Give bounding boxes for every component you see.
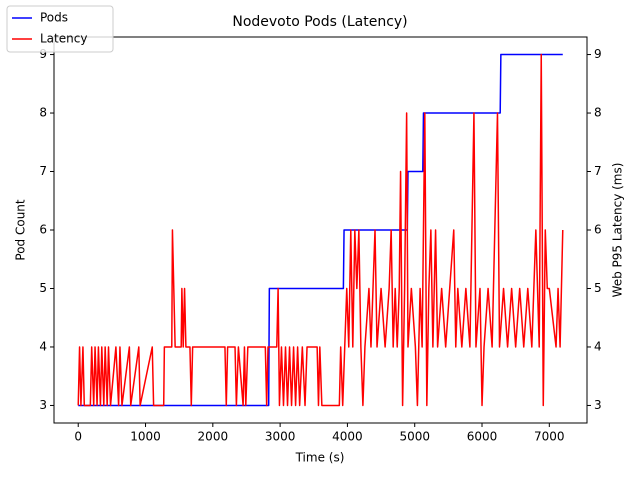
x-tick-label: 6000 xyxy=(467,430,498,444)
x-axis-label: Time (s) xyxy=(295,451,345,465)
x-tick-label: 4000 xyxy=(332,430,363,444)
x-tick-label: 2000 xyxy=(198,430,229,444)
chart-title: Nodevoto Pods (Latency) xyxy=(232,14,407,30)
y-tick-label: 3 xyxy=(39,398,47,412)
y-tick-label: 9 xyxy=(39,47,47,61)
y2-tick-label: 8 xyxy=(594,106,602,120)
y2-tick-label: 7 xyxy=(594,164,602,178)
series-line xyxy=(77,53,564,407)
y2-tick-label: 9 xyxy=(594,47,602,61)
legend-box xyxy=(6,5,114,53)
y-tick-label: 5 xyxy=(39,281,47,295)
legend-label: Pods xyxy=(40,11,68,25)
legend-label: Latency xyxy=(40,32,87,46)
y2-tick-label: 6 xyxy=(594,223,602,237)
y2-tick-label: 4 xyxy=(594,339,602,353)
y-tick-label: 8 xyxy=(39,106,47,120)
x-tick-label: 3000 xyxy=(265,430,296,444)
x-tick-label: 5000 xyxy=(399,430,430,444)
plot-frame xyxy=(53,36,588,424)
y-tick-label: 4 xyxy=(39,339,47,353)
x-tick-label: 0 xyxy=(74,430,82,444)
x-tick-label: 1000 xyxy=(130,430,161,444)
y-tick-label: 7 xyxy=(39,164,47,178)
x-tick-label: 7000 xyxy=(534,430,565,444)
legend: Pods Latency xyxy=(6,5,114,53)
y2-axis-label: Web P95 Latency (ms) xyxy=(611,163,625,298)
y-axis-label: Pod Count xyxy=(14,199,28,261)
y2-tick-label: 3 xyxy=(594,398,602,412)
y-tick-label: 6 xyxy=(39,223,47,237)
y2-tick-label: 5 xyxy=(594,281,602,295)
